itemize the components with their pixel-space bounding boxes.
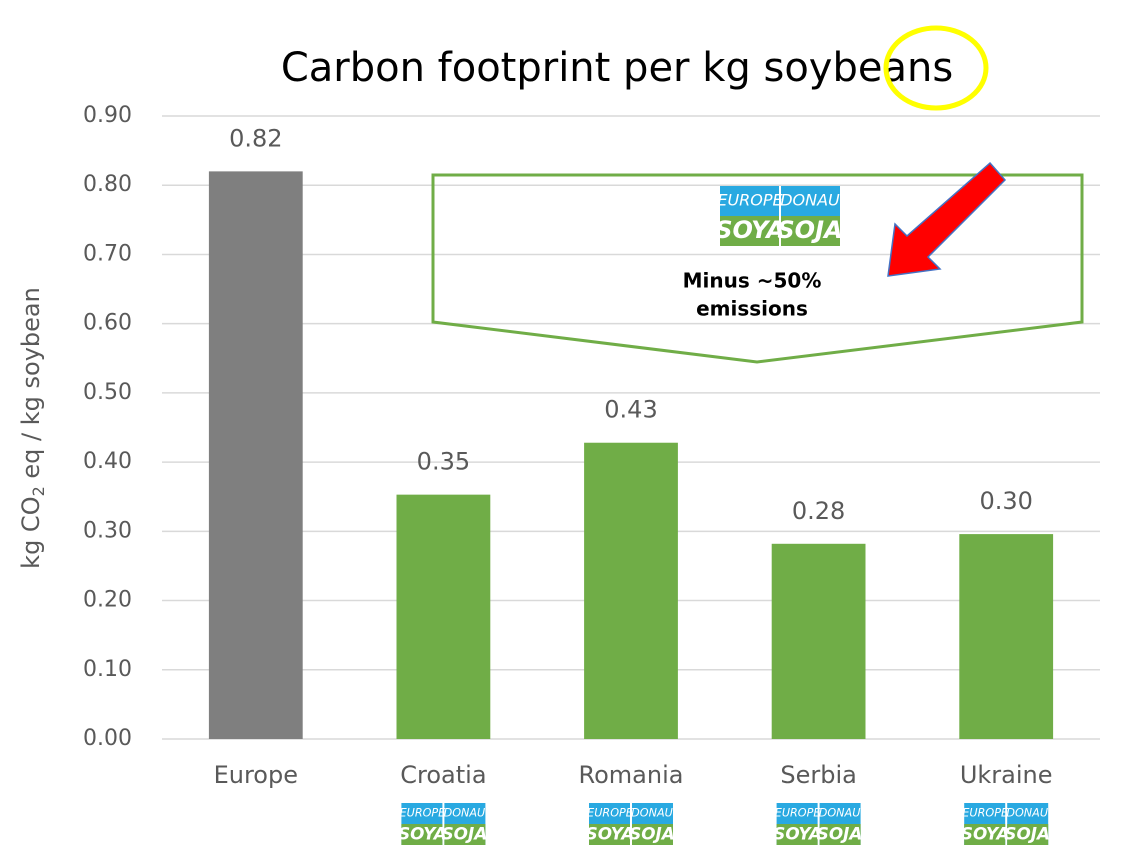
bar xyxy=(396,494,491,739)
logo-text: EUROPE xyxy=(775,807,822,820)
logo-text: SOYA xyxy=(715,216,785,244)
y-tick-label: 0.80 xyxy=(83,172,132,197)
value-label: 0.82 xyxy=(229,124,282,152)
y-tick-label: 0.50 xyxy=(83,380,132,405)
y-tick-label: 0.70 xyxy=(83,241,132,266)
logo: EUROPE SOYA DONAU SOJA xyxy=(586,803,675,845)
bar xyxy=(584,442,678,739)
bar xyxy=(771,543,866,739)
x-tick-label: Croatia xyxy=(400,761,486,789)
bar xyxy=(959,534,1054,739)
x-tick-label: Europe xyxy=(214,761,298,789)
value-label: 0.28 xyxy=(792,497,845,525)
logo-text: SOYA xyxy=(773,824,822,844)
logo-text: DONAU xyxy=(631,807,673,820)
y-tick-label: 0.00 xyxy=(83,726,132,751)
bars xyxy=(208,171,1054,739)
y-tick-label: 0.10 xyxy=(83,657,132,682)
annotation-line: emissions xyxy=(696,297,808,321)
logo-left-low xyxy=(720,216,779,246)
logo-text: EUROPE xyxy=(717,191,783,210)
logo-text: DONAU xyxy=(444,807,486,820)
logo-text: EUROPE xyxy=(400,807,447,820)
value-label: 0.43 xyxy=(604,396,657,424)
logo-right-low xyxy=(1007,824,1049,845)
logo-text: SOYA xyxy=(586,824,635,844)
logo-text: EUROPE xyxy=(587,807,634,820)
logo-text: SOJA xyxy=(1004,824,1050,844)
x-tick-label: Serbia xyxy=(780,761,856,789)
y-label-rest: eq / kg soybean xyxy=(17,287,45,486)
y-tick-label: 0.30 xyxy=(83,518,132,543)
annotation-line: Minus ~50% xyxy=(683,269,822,293)
logo-left-low xyxy=(776,824,818,845)
annotation-box xyxy=(431,173,1084,364)
value-label: 0.35 xyxy=(417,448,470,476)
highlight-circle xyxy=(883,25,989,111)
y-tick-label: 0.40 xyxy=(83,449,132,474)
logo-right-low xyxy=(819,824,861,845)
logo-left-low xyxy=(964,824,1006,845)
logo-text: SOYA xyxy=(961,824,1010,844)
logo: EUROPE SOYA DONAU SOJA xyxy=(961,803,1050,845)
logo: EUROPE SOYA DONAU SOJA xyxy=(398,803,487,845)
logo: EUROPE SOYA DONAU SOJA xyxy=(715,186,843,246)
logo-text: EUROPE xyxy=(962,807,1009,820)
y-tick-label: 0.20 xyxy=(83,588,132,613)
red-arrow xyxy=(887,161,1007,277)
logo-text: SOYA xyxy=(398,824,447,844)
y-label-main: kg CO xyxy=(17,496,45,568)
logo-text: DONAU xyxy=(780,191,840,210)
value-label: 0.30 xyxy=(979,487,1032,515)
logo-left-low xyxy=(589,824,630,845)
x-tick-label: Ukraine xyxy=(960,761,1053,789)
logo-text: SOJA xyxy=(442,824,488,844)
logo-text: SOJA xyxy=(777,216,842,244)
logo-text: SOJA xyxy=(817,824,863,844)
y-axis-label: kg CO2 eq / kg soybean xyxy=(17,287,48,569)
logo-right-low xyxy=(444,824,486,845)
x-tick-label: Romania xyxy=(579,761,684,789)
logo-right-low xyxy=(632,824,673,845)
logo-left-low xyxy=(401,824,443,845)
y-tick-label: 0.60 xyxy=(83,311,132,336)
y-label-sub: 2 xyxy=(29,486,48,496)
logo: EUROPE SOYA DONAU SOJA xyxy=(773,803,862,845)
bar xyxy=(208,171,303,739)
grid xyxy=(162,115,1100,740)
logo-text: DONAU xyxy=(819,807,861,820)
logo-text: SOJA xyxy=(629,824,675,844)
chart-title: Carbon footprint per kg soybeans xyxy=(281,45,953,91)
y-tick-label: 0.90 xyxy=(83,103,132,128)
logo-text: DONAU xyxy=(1006,807,1048,820)
logo-right-low xyxy=(781,216,840,246)
